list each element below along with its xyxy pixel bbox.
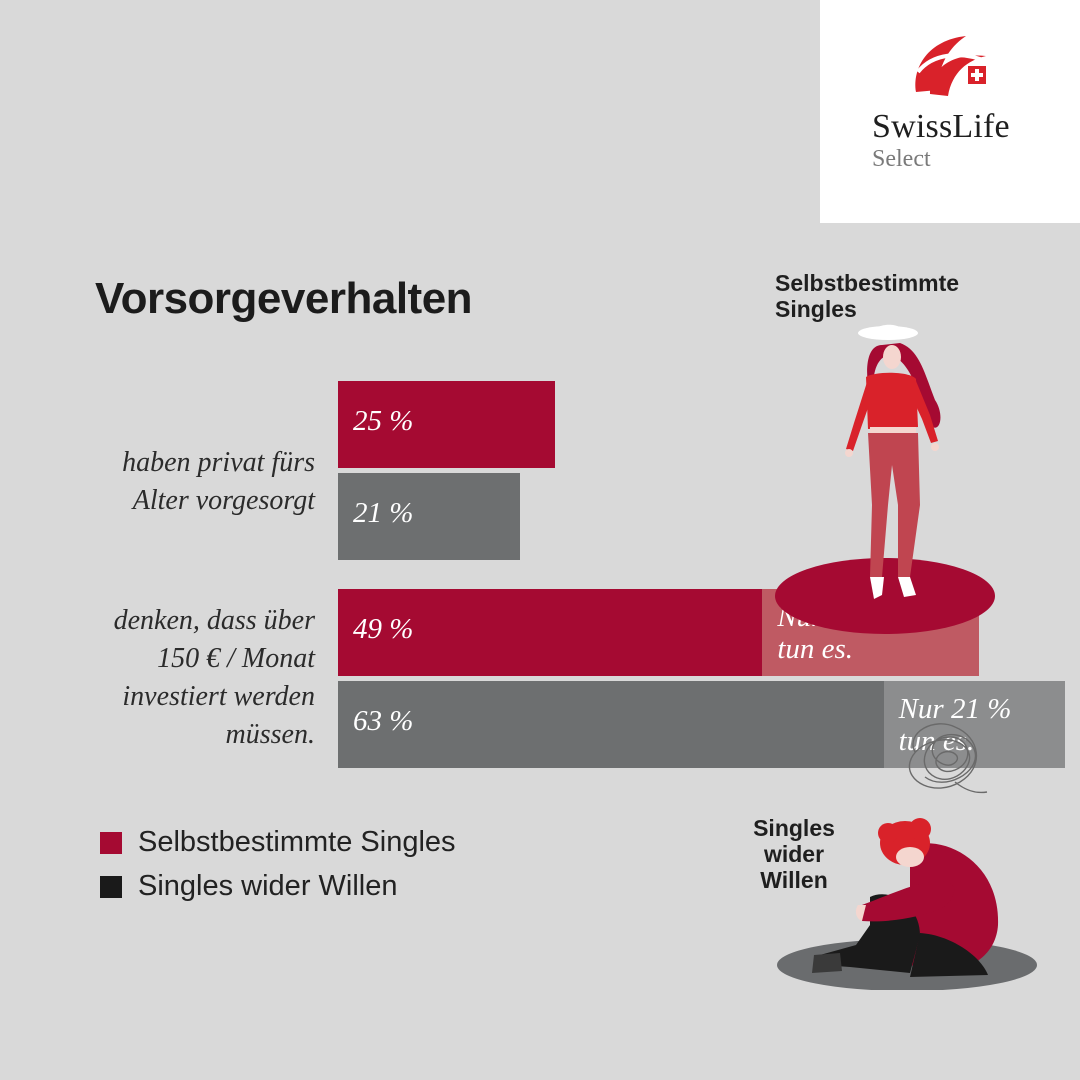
logo: SwissLife Select: [820, 0, 1080, 223]
brand-sub: Select: [872, 146, 931, 172]
group-label-self: Selbstbestimmte Singles: [775, 270, 960, 322]
legend-swatch-unwilling: [100, 876, 122, 898]
bar-unwilling-2: 63 %: [338, 681, 884, 768]
legend-swatch-self: [100, 832, 122, 854]
bar-value-label: 21 %: [353, 497, 414, 529]
bar-unwilling-1: 21 %: [338, 473, 520, 560]
bar-value-label: 49 %: [353, 613, 414, 645]
legend-label-unwilling: Singles wider Willen: [138, 870, 398, 902]
legend-label-self: Selbstbestimmte Singles: [138, 826, 456, 858]
bar-value-label: 25 %: [353, 405, 414, 437]
category-label-2: denken, dass über 150 € / Monat investie…: [113, 605, 315, 750]
page-title: Vorsorgeverhalten: [95, 274, 473, 323]
category-label-1: haben privat fürs Alter vorgesorgt: [122, 447, 315, 516]
group-label-unwilling: Singles wider Willen: [753, 815, 835, 893]
swisslife-logo-icon: [915, 36, 989, 96]
bar-value-label: 63 %: [353, 705, 414, 737]
bar-self-1: 25 %: [338, 381, 555, 468]
sitting-man-illustration: [777, 818, 1037, 990]
scribble-icon: [908, 723, 988, 794]
standing-woman-illustration: [775, 324, 995, 634]
brand-name: SwissLife: [872, 108, 1010, 145]
bar-self-2: 49 %: [338, 589, 763, 676]
